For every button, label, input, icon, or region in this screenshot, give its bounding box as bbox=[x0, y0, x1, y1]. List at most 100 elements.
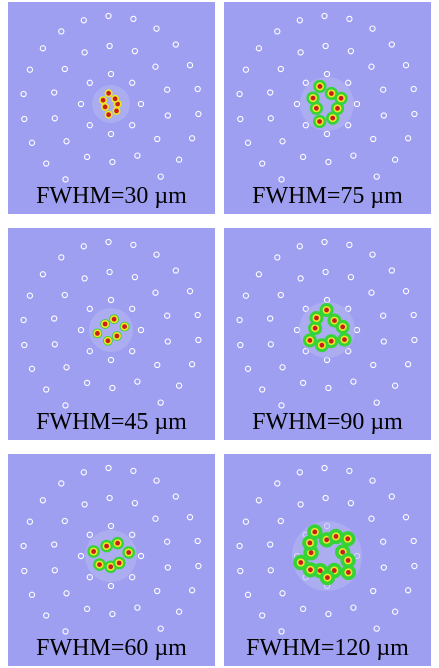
hole-marker bbox=[129, 531, 136, 538]
hole-marker bbox=[346, 15, 353, 23]
hole-marker bbox=[164, 312, 171, 319]
hole-marker bbox=[195, 336, 202, 344]
hole-marker bbox=[322, 42, 329, 50]
hole-marker bbox=[194, 85, 201, 93]
hole-marker bbox=[345, 79, 352, 86]
field-peak bbox=[112, 96, 118, 102]
hole-marker bbox=[130, 467, 137, 475]
hole-marker bbox=[274, 254, 281, 261]
hole-marker bbox=[255, 271, 263, 278]
hole-marker bbox=[172, 267, 179, 274]
hole-marker bbox=[175, 382, 183, 389]
hole-marker bbox=[322, 494, 329, 502]
hole-marker bbox=[86, 122, 93, 129]
hole-marker bbox=[107, 296, 115, 304]
field-peak bbox=[106, 90, 111, 96]
hole-marker bbox=[81, 501, 88, 508]
field-peak bbox=[91, 549, 96, 554]
hole-marker bbox=[236, 542, 243, 550]
hole-marker bbox=[77, 326, 85, 334]
hole-marker bbox=[43, 386, 50, 393]
field-peak bbox=[345, 536, 351, 542]
hole-marker bbox=[188, 587, 196, 594]
hole-marker bbox=[195, 562, 202, 570]
hole-marker bbox=[299, 605, 307, 613]
hole-marker bbox=[107, 582, 115, 590]
hole-marker bbox=[391, 156, 399, 163]
hole-marker bbox=[369, 251, 376, 258]
field-peak bbox=[108, 564, 114, 570]
field-peak bbox=[329, 91, 334, 96]
field-peak bbox=[114, 108, 119, 114]
field-peak bbox=[97, 562, 102, 567]
hole-marker bbox=[186, 62, 194, 69]
hole-marker bbox=[63, 590, 70, 597]
hole-marker bbox=[51, 315, 58, 322]
field-peak bbox=[307, 338, 313, 343]
hole-marker bbox=[131, 47, 139, 55]
hole-marker bbox=[293, 100, 301, 108]
field-peak bbox=[114, 333, 120, 339]
field-map bbox=[20, 12, 202, 183]
hole-marker bbox=[368, 515, 375, 522]
hole-marker bbox=[80, 469, 87, 476]
field-peak bbox=[332, 318, 337, 323]
hole-marker bbox=[322, 268, 329, 276]
hole-marker bbox=[137, 326, 145, 334]
hole-marker bbox=[164, 112, 171, 119]
field-peak bbox=[324, 307, 329, 313]
hole-marker bbox=[370, 587, 377, 595]
hole-marker bbox=[157, 625, 164, 632]
hole-marker bbox=[368, 63, 375, 70]
hole-marker bbox=[391, 382, 399, 389]
hole-marker bbox=[129, 122, 136, 129]
hole-marker bbox=[369, 25, 376, 32]
field-map bbox=[20, 464, 202, 635]
field-peak bbox=[319, 342, 325, 348]
hole-marker bbox=[404, 135, 412, 142]
hole-marker bbox=[323, 130, 331, 138]
hole-marker bbox=[279, 364, 286, 371]
hole-marker bbox=[195, 110, 202, 118]
hole-marker bbox=[296, 243, 303, 250]
hole-marker bbox=[236, 316, 243, 324]
field-peak bbox=[345, 558, 351, 563]
hole-marker bbox=[267, 315, 274, 322]
hole-marker bbox=[51, 341, 58, 348]
hole-marker bbox=[62, 176, 69, 183]
hole-marker bbox=[131, 273, 139, 281]
field-halo bbox=[300, 77, 354, 131]
hole-marker bbox=[279, 138, 286, 145]
hole-marker bbox=[154, 587, 161, 595]
hole-marker bbox=[129, 574, 136, 581]
hole-marker bbox=[106, 494, 113, 502]
hole-marker bbox=[345, 348, 352, 355]
hole-marker bbox=[188, 135, 196, 142]
hole-marker bbox=[106, 268, 113, 276]
hole-marker bbox=[368, 289, 375, 296]
hole-marker bbox=[26, 518, 34, 525]
hole-marker bbox=[370, 361, 377, 369]
hole-marker bbox=[63, 138, 70, 145]
hole-marker bbox=[404, 361, 412, 368]
hole-marker bbox=[83, 379, 91, 387]
hole-marker bbox=[278, 176, 285, 183]
hole-marker bbox=[388, 41, 395, 48]
field-peak bbox=[106, 112, 111, 118]
hole-marker bbox=[105, 12, 112, 20]
field-peak bbox=[105, 338, 111, 344]
hole-marker bbox=[62, 628, 69, 635]
hole-marker bbox=[237, 115, 244, 123]
field-peak bbox=[308, 550, 314, 556]
field-peak bbox=[102, 104, 108, 110]
hole-marker bbox=[350, 604, 357, 611]
hole-marker bbox=[259, 386, 266, 393]
hole-marker bbox=[345, 305, 352, 312]
hole-marker bbox=[154, 361, 161, 369]
field-peak bbox=[328, 338, 334, 344]
hole-marker bbox=[325, 158, 332, 166]
hole-marker bbox=[153, 25, 160, 32]
hole-marker bbox=[175, 156, 183, 163]
panel-fwhm-75: FWHM=75 µm bbox=[224, 2, 431, 214]
field-peak bbox=[102, 321, 108, 327]
